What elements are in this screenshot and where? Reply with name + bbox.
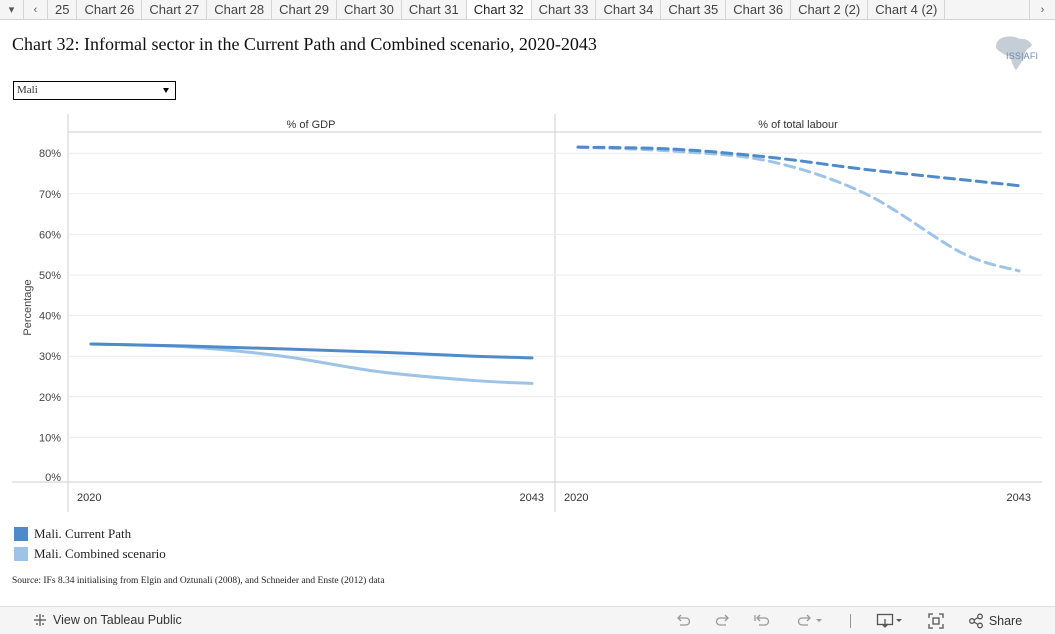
y-tick-label: 20% bbox=[39, 392, 61, 404]
sheet-tab[interactable]: Chart 34 bbox=[596, 0, 662, 19]
sheet-tab[interactable]: Chart 30 bbox=[337, 0, 402, 19]
tableau-footer-toolbar: View on Tableau Public Share bbox=[0, 606, 1055, 634]
legend-item-current-path[interactable]: Mali. Current Path bbox=[14, 524, 166, 544]
refresh-chevron-down-icon bbox=[816, 619, 822, 622]
series-line-current-path bbox=[89, 342, 534, 360]
view-on-tableau-link[interactable]: View on Tableau Public bbox=[33, 613, 182, 627]
tab-prev-chevron-left-icon[interactable]: ‹ bbox=[24, 0, 48, 19]
sheet-tab[interactable]: Chart 28 bbox=[207, 0, 273, 19]
sheet-tab[interactable]: Chart 32 bbox=[466, 0, 532, 19]
tab-list: 25 Chart 26 Chart 27 Chart 28 Chart 29 Chart … bbox=[48, 0, 1029, 19]
sheet-tab[interactable]: Chart 29 bbox=[272, 0, 337, 19]
logo-text: ISS|AFI bbox=[1006, 51, 1039, 61]
revert-icon bbox=[754, 614, 770, 626]
informal-sector-chart: 0% 10% 20% 30% 40% 50% 60% 70% 80% Percentage % of… bbox=[12, 114, 1042, 512]
legend-item-combined-scenario[interactable]: Mali. Combined scenario bbox=[14, 544, 166, 564]
legend-label-current-path: Mali. Current Path bbox=[34, 526, 132, 541]
sheet-tab[interactable]: 25 bbox=[48, 0, 78, 19]
sheet-tab[interactable]: Chart 27 bbox=[142, 0, 208, 19]
fullscreen-icon bbox=[928, 613, 944, 629]
sheet-tab[interactable]: Chart 33 bbox=[532, 0, 597, 19]
share-button[interactable]: Share bbox=[964, 612, 1026, 630]
y-tick-label: 60% bbox=[39, 229, 61, 241]
y-tick-label: 40% bbox=[39, 311, 61, 323]
toolbar-divider bbox=[850, 614, 851, 628]
y-tick-label: 30% bbox=[39, 351, 61, 363]
y-tick-label: 70% bbox=[39, 189, 61, 201]
legend-swatch-combined-scenario bbox=[14, 547, 28, 561]
fullscreen-button[interactable] bbox=[926, 612, 946, 630]
revert-button[interactable] bbox=[752, 612, 772, 630]
panel-header: % of total labour bbox=[758, 119, 838, 131]
redo-button[interactable] bbox=[714, 612, 732, 630]
sheet-tab[interactable]: Chart 31 bbox=[402, 0, 467, 19]
dropdown-arrow-icon bbox=[163, 88, 169, 93]
y-axis-label: Percentage bbox=[22, 279, 34, 335]
download-button[interactable] bbox=[873, 612, 907, 630]
sheet-tab[interactable]: Chart 4 (2) bbox=[868, 0, 946, 19]
tab-menu-chevron-down-icon[interactable]: ▾ bbox=[0, 0, 24, 19]
y-tick-label: 0% bbox=[45, 472, 61, 484]
x-tick-label: 2043 bbox=[520, 492, 544, 504]
source-note: Source: IFs 8.34 initialising from Elgin… bbox=[12, 576, 385, 586]
sheet-tab[interactable]: Chart 2 (2) bbox=[791, 0, 869, 19]
undo-button[interactable] bbox=[674, 612, 692, 630]
share-icon bbox=[968, 613, 983, 629]
share-label: Share bbox=[988, 614, 1023, 628]
x-tick-label: 2020 bbox=[564, 492, 588, 504]
x-tick-label: 2043 bbox=[1007, 492, 1031, 504]
tableau-logo-icon bbox=[34, 614, 46, 626]
legend-swatch-current-path bbox=[14, 527, 28, 541]
chart-legend: Mali. Current Path Mali. Combined scenar… bbox=[14, 524, 166, 564]
y-tick-label: 10% bbox=[39, 432, 61, 444]
refresh-icon bbox=[797, 614, 811, 626]
panel-header: % of GDP bbox=[287, 119, 336, 131]
iss-africa-logo-icon bbox=[996, 36, 1032, 70]
series-line-combined-scenario bbox=[576, 145, 1021, 273]
sheet-tab[interactable]: Chart 35 bbox=[661, 0, 727, 19]
sheet-tab[interactable]: Chart 26 bbox=[77, 0, 143, 19]
y-tick-label: 80% bbox=[39, 148, 61, 160]
chart-title: Chart 32: Informal sector in the Current… bbox=[12, 34, 597, 54]
undo-icon bbox=[677, 614, 691, 626]
tab-next-chevron-right-icon[interactable]: › bbox=[1029, 0, 1055, 19]
download-icon bbox=[876, 613, 894, 628]
view-on-tableau-label: View on Tableau Public bbox=[53, 613, 182, 627]
legend-label-combined-scenario: Mali. Combined scenario bbox=[34, 546, 166, 561]
redo-icon bbox=[715, 614, 729, 626]
x-tick-label: 2020 bbox=[77, 492, 101, 504]
refresh-button[interactable] bbox=[790, 612, 830, 630]
y-tick-label: 50% bbox=[39, 270, 61, 282]
sheet-tab-bar: ▾ ‹ 25 Chart 26 Chart 27 Chart 28 Chart 29 Ch… bbox=[0, 0, 1055, 20]
country-filter-value: Mali bbox=[17, 84, 38, 96]
series-line-current-path bbox=[576, 145, 1021, 188]
country-filter-dropdown[interactable]: Mali bbox=[13, 81, 176, 100]
sheet-tab[interactable]: Chart 36 bbox=[726, 0, 792, 19]
download-chevron-down-icon bbox=[896, 619, 902, 622]
